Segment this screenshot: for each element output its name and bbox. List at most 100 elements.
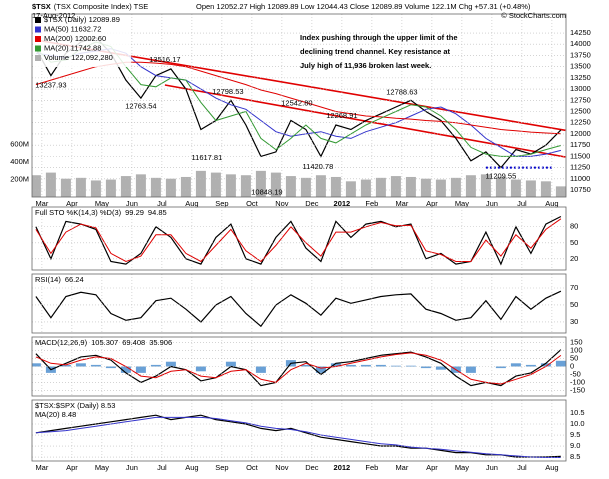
- y-tick-label: 12250: [570, 118, 591, 127]
- volume-bar: [120, 176, 131, 197]
- price-annotation: 11617.81: [192, 153, 223, 162]
- histogram-bar: [510, 363, 521, 367]
- x-tick-label: Nov: [275, 463, 289, 472]
- x-tick-label: 2012: [334, 463, 351, 472]
- price-annotation: 12788.63: [386, 88, 417, 97]
- quote-line: Open 12052.27 High 12089.89 Low 12044.43…: [196, 2, 531, 11]
- histogram-bar: [375, 364, 386, 367]
- y-tick-label: 13500: [570, 62, 591, 71]
- volume-bar: [345, 181, 356, 197]
- credit: © StockCharts.com: [501, 11, 566, 20]
- legend-entry: 105.307: [91, 338, 118, 347]
- x-tick-label: Jul: [157, 199, 167, 208]
- legend-entry: 99.29: [125, 208, 144, 217]
- x-tick-label: May: [95, 463, 109, 472]
- y-tick-label: 9.0: [570, 441, 580, 450]
- x-tick-label: Apr: [66, 199, 78, 208]
- price-annotation: 12798.53: [212, 87, 243, 96]
- volume-bar: [555, 186, 566, 197]
- y-tick-label: 150: [570, 338, 583, 347]
- series-line: [35, 352, 562, 385]
- plot: [35, 290, 562, 328]
- y-tick-label: 13750: [570, 50, 591, 59]
- volume-bar: [525, 180, 536, 197]
- y-tick-label: 30: [570, 317, 578, 326]
- volume-bar: [495, 176, 506, 197]
- panel-frame: [31, 336, 567, 397]
- x-tick-label: Jun: [486, 463, 498, 472]
- volume-bar: [90, 180, 101, 197]
- y-tick-label: 0: [570, 361, 574, 370]
- x-tick-label: Feb: [365, 199, 378, 208]
- x-tick-label: Jul: [517, 463, 527, 472]
- x-tick-label: Mar: [35, 463, 48, 472]
- panel-title: MACD(12,26,9): [35, 338, 88, 347]
- y-tick-label: 50: [570, 354, 578, 363]
- legend-entry: Volume 122,092,280: [44, 53, 113, 62]
- legend-swatch: [35, 36, 41, 42]
- volume-bar: [330, 176, 341, 197]
- price-annotation: 13516.17: [149, 55, 180, 64]
- histogram-bar: [150, 364, 161, 367]
- volume-bar: [450, 177, 461, 197]
- y-tick-label: -150: [570, 385, 585, 394]
- histogram-bar: [32, 363, 41, 367]
- note-line: declining trend channel. Key resistance …: [300, 47, 451, 56]
- volume-bar: [225, 174, 236, 197]
- y-tick-label: 11750: [570, 140, 590, 149]
- price-annotation: 10848.19: [251, 188, 282, 197]
- volume-bar: [405, 176, 416, 197]
- y-tick-label: -50: [570, 369, 581, 378]
- price-annotation: 12268.91: [326, 111, 357, 120]
- plot: [32, 36, 566, 197]
- legend-entry: MA(50) 11632.72: [44, 24, 101, 33]
- volume-bar: [465, 175, 476, 197]
- histogram-bar: [255, 366, 266, 373]
- x-tick-label: Feb: [365, 463, 378, 472]
- histogram-bar: [435, 366, 446, 370]
- price-annotation: 11420.78: [303, 162, 334, 171]
- x-tick-label: Oct: [246, 463, 259, 472]
- volume-bar: [300, 177, 311, 197]
- plot: [35, 215, 562, 266]
- price-annotation: 12542.80: [281, 99, 312, 108]
- panel-frame: [31, 273, 567, 334]
- y-tick-label: 50: [570, 300, 578, 309]
- volume-bar: [105, 179, 116, 197]
- x-tick-label: May: [455, 463, 469, 472]
- note-line: July high of 11,936 broken last week.: [300, 61, 431, 70]
- x-tick-label: Apr: [426, 463, 438, 472]
- volume-bar: [270, 172, 281, 197]
- y-tick-label: 12500: [570, 106, 591, 115]
- x-tick-label: Apr: [426, 199, 438, 208]
- x-tick-label: Aug: [545, 199, 558, 208]
- y-tick-label: 14250: [570, 28, 591, 37]
- panel-frame: [31, 13, 567, 198]
- volume-bar: [285, 176, 296, 197]
- series-line: [35, 416, 561, 458]
- volume-tick-label: 200M: [10, 175, 29, 184]
- volume-bar: [180, 176, 191, 197]
- legend-entry: 66.24: [65, 275, 84, 284]
- y-tick-label: 70: [570, 283, 578, 292]
- histogram-bar: [540, 363, 551, 367]
- volume-bar: [390, 176, 401, 197]
- histogram-bar: [495, 366, 506, 369]
- legend-swatch: [35, 17, 41, 23]
- volume-bar: [315, 175, 326, 197]
- panel-title: RSI(14): [35, 275, 61, 284]
- volume-bar: [480, 174, 491, 197]
- volume-bar: [60, 178, 71, 197]
- volume-bar: [240, 175, 251, 197]
- histogram-bar: [300, 364, 311, 367]
- x-tick-label: May: [95, 199, 109, 208]
- y-tick-label: 11500: [570, 151, 590, 160]
- series-line: [35, 349, 562, 387]
- volume-bar: [32, 175, 41, 197]
- legend-swatch: [35, 26, 41, 33]
- volume-bar: [360, 179, 371, 197]
- x-tick-label: Aug: [185, 463, 198, 472]
- x-tick-label: Aug: [545, 463, 558, 472]
- volume-bar: [210, 172, 221, 197]
